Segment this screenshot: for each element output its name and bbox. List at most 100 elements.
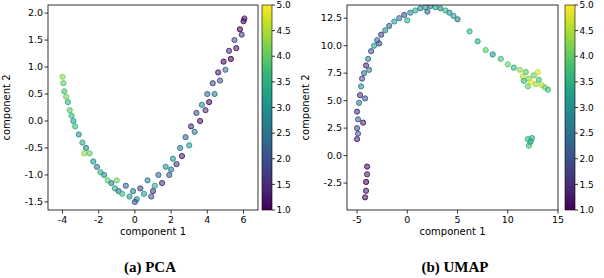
colorbar-tick-label: 1.5 [277,180,291,190]
colorbar-tick-label: 3.5 [277,77,291,87]
point [536,77,541,82]
point [163,164,168,169]
point [355,117,360,122]
point [525,84,530,89]
point [114,178,119,183]
colorbar-tick-label: 1.0 [580,205,595,215]
colorbar-tick [575,107,578,108]
point [188,124,193,129]
colorbar-tick-label: 1.5 [580,180,594,190]
point [402,12,407,17]
point [94,164,99,169]
point [109,180,114,185]
point [223,67,228,72]
y-tick [344,100,348,101]
point [392,19,397,24]
point [123,183,128,188]
y-tick [45,147,49,148]
colorbar-tick [575,5,578,6]
frame [48,5,258,210]
point [138,186,143,191]
colorbar-tick-label: 3.5 [580,77,594,87]
y-tick-label: 10.0 [321,40,342,51]
colorbar-tick [272,30,275,31]
colorbar-tick-label: 4.5 [277,26,291,36]
point [82,151,87,156]
y-tick-label: 1.0 [28,61,43,72]
point [145,178,150,183]
point [71,118,76,123]
y-tick-label: -2.5 [323,177,342,188]
point [358,84,363,89]
point [528,139,533,144]
y-tick-label: -1.5 [24,196,43,207]
y-tick-label: -0.5 [24,142,43,153]
colorbar [565,5,575,210]
x-tick [507,210,508,214]
colorbar-tick [272,5,275,6]
x-axis-label: component 1 [120,226,186,237]
colorbar-tick [272,158,275,159]
point [80,140,85,145]
point [199,102,204,107]
x-tick-label: 6 [240,214,246,225]
y-tick-label: 12.5 [321,12,342,23]
point [498,56,503,61]
x-tick [98,210,99,214]
y-tick [344,45,348,46]
point [364,164,369,169]
point [379,32,384,37]
point [413,8,418,13]
point [67,108,72,113]
point [438,6,443,11]
y-tick [45,67,49,68]
colorbar-tick [272,81,275,82]
point [120,191,125,196]
points [60,16,247,205]
point [192,129,197,134]
point [242,16,247,21]
y-tick-label: 5.0 [327,95,342,106]
frame [347,5,558,210]
x-tick-label: 4 [204,214,210,225]
colorbar-tick-label: 2.0 [580,154,595,164]
point [517,67,522,72]
point [156,172,161,177]
point [359,76,364,81]
point [356,100,361,105]
point [505,62,510,67]
colorbar-tick [272,210,275,211]
point [523,69,528,74]
point [65,100,70,105]
point [205,91,210,96]
point [433,5,438,10]
point [387,23,392,28]
point [467,29,472,34]
point [361,71,366,76]
y-axis-label: component 2 [300,74,311,140]
x-tick-label: 15 [552,214,564,225]
point [179,153,184,158]
y-tick-label: 7.5 [327,67,342,78]
point [76,132,81,137]
colorbar-tick-label: 3.0 [580,103,595,113]
point [216,70,221,75]
y-tick [344,18,348,19]
x-tick [243,210,244,214]
point [127,194,132,199]
point [425,9,430,14]
point [69,113,74,118]
point [141,191,146,196]
point [62,89,67,94]
x-tick [558,210,559,214]
point [221,59,226,64]
point [363,188,368,193]
y-tick-label: 2.5 [327,122,342,133]
point [366,56,371,61]
point [232,37,237,42]
point [372,43,377,48]
point [354,109,359,114]
colorbar-tick [272,56,275,57]
point [364,172,369,177]
colorbar-tick-label: 1.0 [277,205,292,215]
